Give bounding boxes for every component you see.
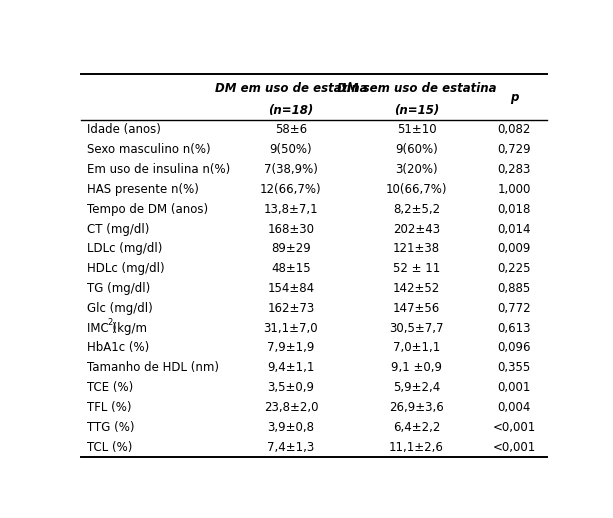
Text: 3(20%): 3(20%) — [395, 163, 438, 176]
Text: Idade (anos): Idade (anos) — [87, 123, 161, 136]
Text: 0,018: 0,018 — [498, 203, 531, 215]
Text: (n=18): (n=18) — [268, 104, 313, 117]
Text: Tamanho de HDL (nm): Tamanho de HDL (nm) — [87, 362, 219, 375]
Text: 7,0±1,1: 7,0±1,1 — [393, 341, 440, 354]
Text: 10(66,7%): 10(66,7%) — [386, 183, 447, 196]
Text: 0,355: 0,355 — [498, 362, 531, 375]
Text: 2: 2 — [108, 318, 113, 327]
Text: 0,772: 0,772 — [498, 302, 531, 315]
Text: 6,4±2,2: 6,4±2,2 — [393, 421, 440, 434]
Text: IMC (kg/m: IMC (kg/m — [87, 322, 147, 335]
Text: HbA1c (%): HbA1c (%) — [87, 341, 150, 354]
Text: Sexo masculino n(%): Sexo masculino n(%) — [87, 143, 211, 156]
Text: ): ) — [111, 322, 115, 335]
Text: 9,4±1,1: 9,4±1,1 — [267, 362, 314, 375]
Text: 30,5±7,7: 30,5±7,7 — [389, 322, 444, 335]
Text: 0,001: 0,001 — [498, 381, 531, 394]
Text: 9(50%): 9(50%) — [270, 143, 312, 156]
Text: 154±84: 154±84 — [267, 282, 314, 295]
Text: 9,1 ±0,9: 9,1 ±0,9 — [391, 362, 442, 375]
Text: 121±38: 121±38 — [393, 242, 440, 255]
Text: p: p — [510, 91, 519, 104]
Text: 11,1±2,6: 11,1±2,6 — [389, 441, 444, 454]
Text: LDLc (mg/dl): LDLc (mg/dl) — [87, 242, 162, 255]
Text: 58±6: 58±6 — [275, 123, 307, 136]
Text: 0,096: 0,096 — [498, 341, 531, 354]
Text: 5,9±2,4: 5,9±2,4 — [393, 381, 440, 394]
Text: 48±15: 48±15 — [271, 262, 311, 275]
Text: 12(66,7%): 12(66,7%) — [260, 183, 322, 196]
Text: 52 ± 11: 52 ± 11 — [393, 262, 440, 275]
Text: 142±52: 142±52 — [393, 282, 440, 295]
Text: Tempo de DM (anos): Tempo de DM (anos) — [87, 203, 208, 215]
Text: HDLc (mg/dl): HDLc (mg/dl) — [87, 262, 165, 275]
Text: 202±43: 202±43 — [393, 223, 440, 236]
Text: 0,613: 0,613 — [498, 322, 531, 335]
Text: TFL (%): TFL (%) — [87, 401, 132, 414]
Text: 0,729: 0,729 — [498, 143, 531, 156]
Text: DM em uso de estatina: DM em uso de estatina — [215, 82, 367, 95]
Text: 0,885: 0,885 — [498, 282, 531, 295]
Text: 23,8±2,0: 23,8±2,0 — [264, 401, 318, 414]
Text: 89±29: 89±29 — [271, 242, 311, 255]
Text: 7(38,9%): 7(38,9%) — [264, 163, 318, 176]
Text: 0,283: 0,283 — [498, 163, 531, 176]
Text: 7,9±1,9: 7,9±1,9 — [267, 341, 314, 354]
Text: 13,8±7,1: 13,8±7,1 — [264, 203, 318, 215]
Text: 26,9±3,6: 26,9±3,6 — [389, 401, 444, 414]
Text: TG (mg/dl): TG (mg/dl) — [87, 282, 150, 295]
Text: TCE (%): TCE (%) — [87, 381, 133, 394]
Text: 0,082: 0,082 — [498, 123, 531, 136]
Text: 31,1±7,0: 31,1±7,0 — [264, 322, 318, 335]
Text: CT (mg/dl): CT (mg/dl) — [87, 223, 150, 236]
Text: 8,2±5,2: 8,2±5,2 — [393, 203, 440, 215]
Text: HAS presente n(%): HAS presente n(%) — [87, 183, 199, 196]
Text: 7,4±1,3: 7,4±1,3 — [267, 441, 314, 454]
Text: (n=15): (n=15) — [394, 104, 439, 117]
Text: 147±56: 147±56 — [393, 302, 440, 315]
Text: Em uso de insulina n(%): Em uso de insulina n(%) — [87, 163, 230, 176]
Text: 3,9±0,8: 3,9±0,8 — [267, 421, 314, 434]
Text: 162±73: 162±73 — [267, 302, 314, 315]
Text: 168±30: 168±30 — [267, 223, 314, 236]
Text: DM sem uso de estatina: DM sem uso de estatina — [337, 82, 497, 95]
Text: TCL (%): TCL (%) — [87, 441, 132, 454]
Text: 9(60%): 9(60%) — [395, 143, 438, 156]
Text: <0,001: <0,001 — [493, 421, 536, 434]
Text: 0,225: 0,225 — [498, 262, 531, 275]
Text: 0,004: 0,004 — [498, 401, 531, 414]
Text: TTG (%): TTG (%) — [87, 421, 135, 434]
Text: 3,5±0,9: 3,5±0,9 — [267, 381, 314, 394]
Text: 51±10: 51±10 — [397, 123, 436, 136]
Text: 0,014: 0,014 — [498, 223, 531, 236]
Text: Glc (mg/dl): Glc (mg/dl) — [87, 302, 153, 315]
Text: 1,000: 1,000 — [498, 183, 531, 196]
Text: 0,009: 0,009 — [498, 242, 531, 255]
Text: <0,001: <0,001 — [493, 441, 536, 454]
